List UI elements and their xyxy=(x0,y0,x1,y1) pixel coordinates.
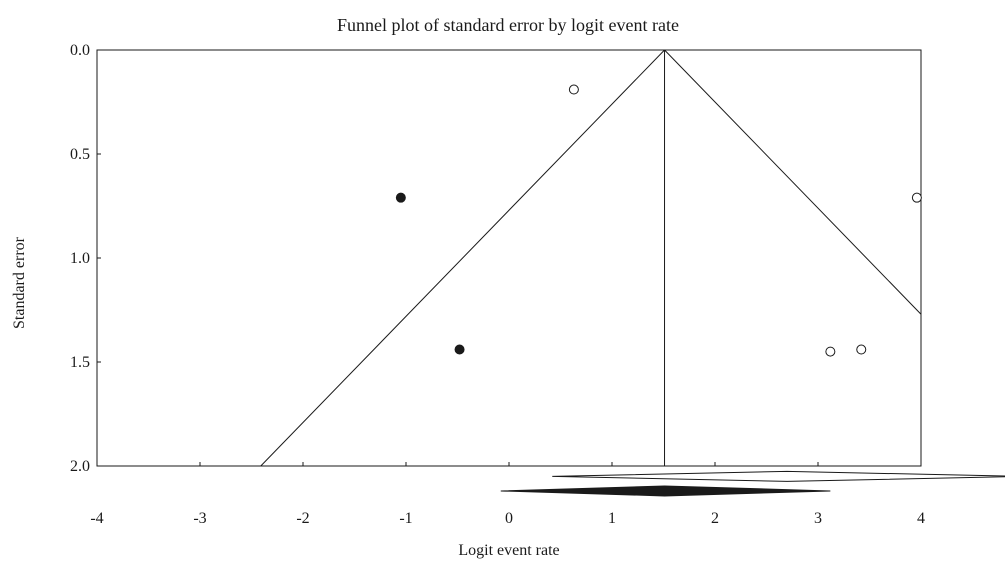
observed-study-point xyxy=(911,192,922,203)
observed-study-point xyxy=(856,344,867,355)
y-axis-title: Standard error xyxy=(11,236,28,329)
axis-ticks: -4 -3 -2 -1 0 1 2 3 4 0.0 0.5 1.0 1.5 2.0 xyxy=(70,42,925,527)
x-tick-label: -3 xyxy=(193,510,206,527)
observed-study-point xyxy=(825,346,836,357)
x-tick-label: -1 xyxy=(399,510,412,527)
funnel-left-limit xyxy=(260,49,665,467)
chart-title: Funnel plot of standard error by logit e… xyxy=(337,15,679,35)
y-tick-label: 0.0 xyxy=(70,42,90,59)
study-points xyxy=(395,84,922,357)
x-axis-title: Logit event rate xyxy=(458,542,559,559)
observed-study-point xyxy=(568,84,579,95)
adjusted-summary-diamond xyxy=(500,485,831,497)
y-tick-label: 0.5 xyxy=(70,146,90,163)
x-tick-label: 2 xyxy=(711,510,719,527)
y-tick-label: 2.0 xyxy=(70,458,90,475)
summary-diamonds xyxy=(500,470,1005,497)
y-tick-label: 1.5 xyxy=(70,354,90,371)
plot-frame xyxy=(96,49,922,467)
y-tick-label: 1.0 xyxy=(70,250,90,267)
funnel-right-limit xyxy=(664,49,922,315)
funnel-lines xyxy=(260,49,922,467)
x-tick-label: 3 xyxy=(814,510,822,527)
x-tick-label: -4 xyxy=(90,510,103,527)
imputed-study-point xyxy=(454,344,465,355)
x-tick-label: 1 xyxy=(608,510,616,527)
imputed-study-point xyxy=(395,192,406,203)
x-tick-label: -2 xyxy=(296,510,309,527)
x-tick-label: 4 xyxy=(917,510,925,527)
observed-summary-diamond xyxy=(552,470,1005,482)
x-tick-label: 0 xyxy=(505,510,513,527)
